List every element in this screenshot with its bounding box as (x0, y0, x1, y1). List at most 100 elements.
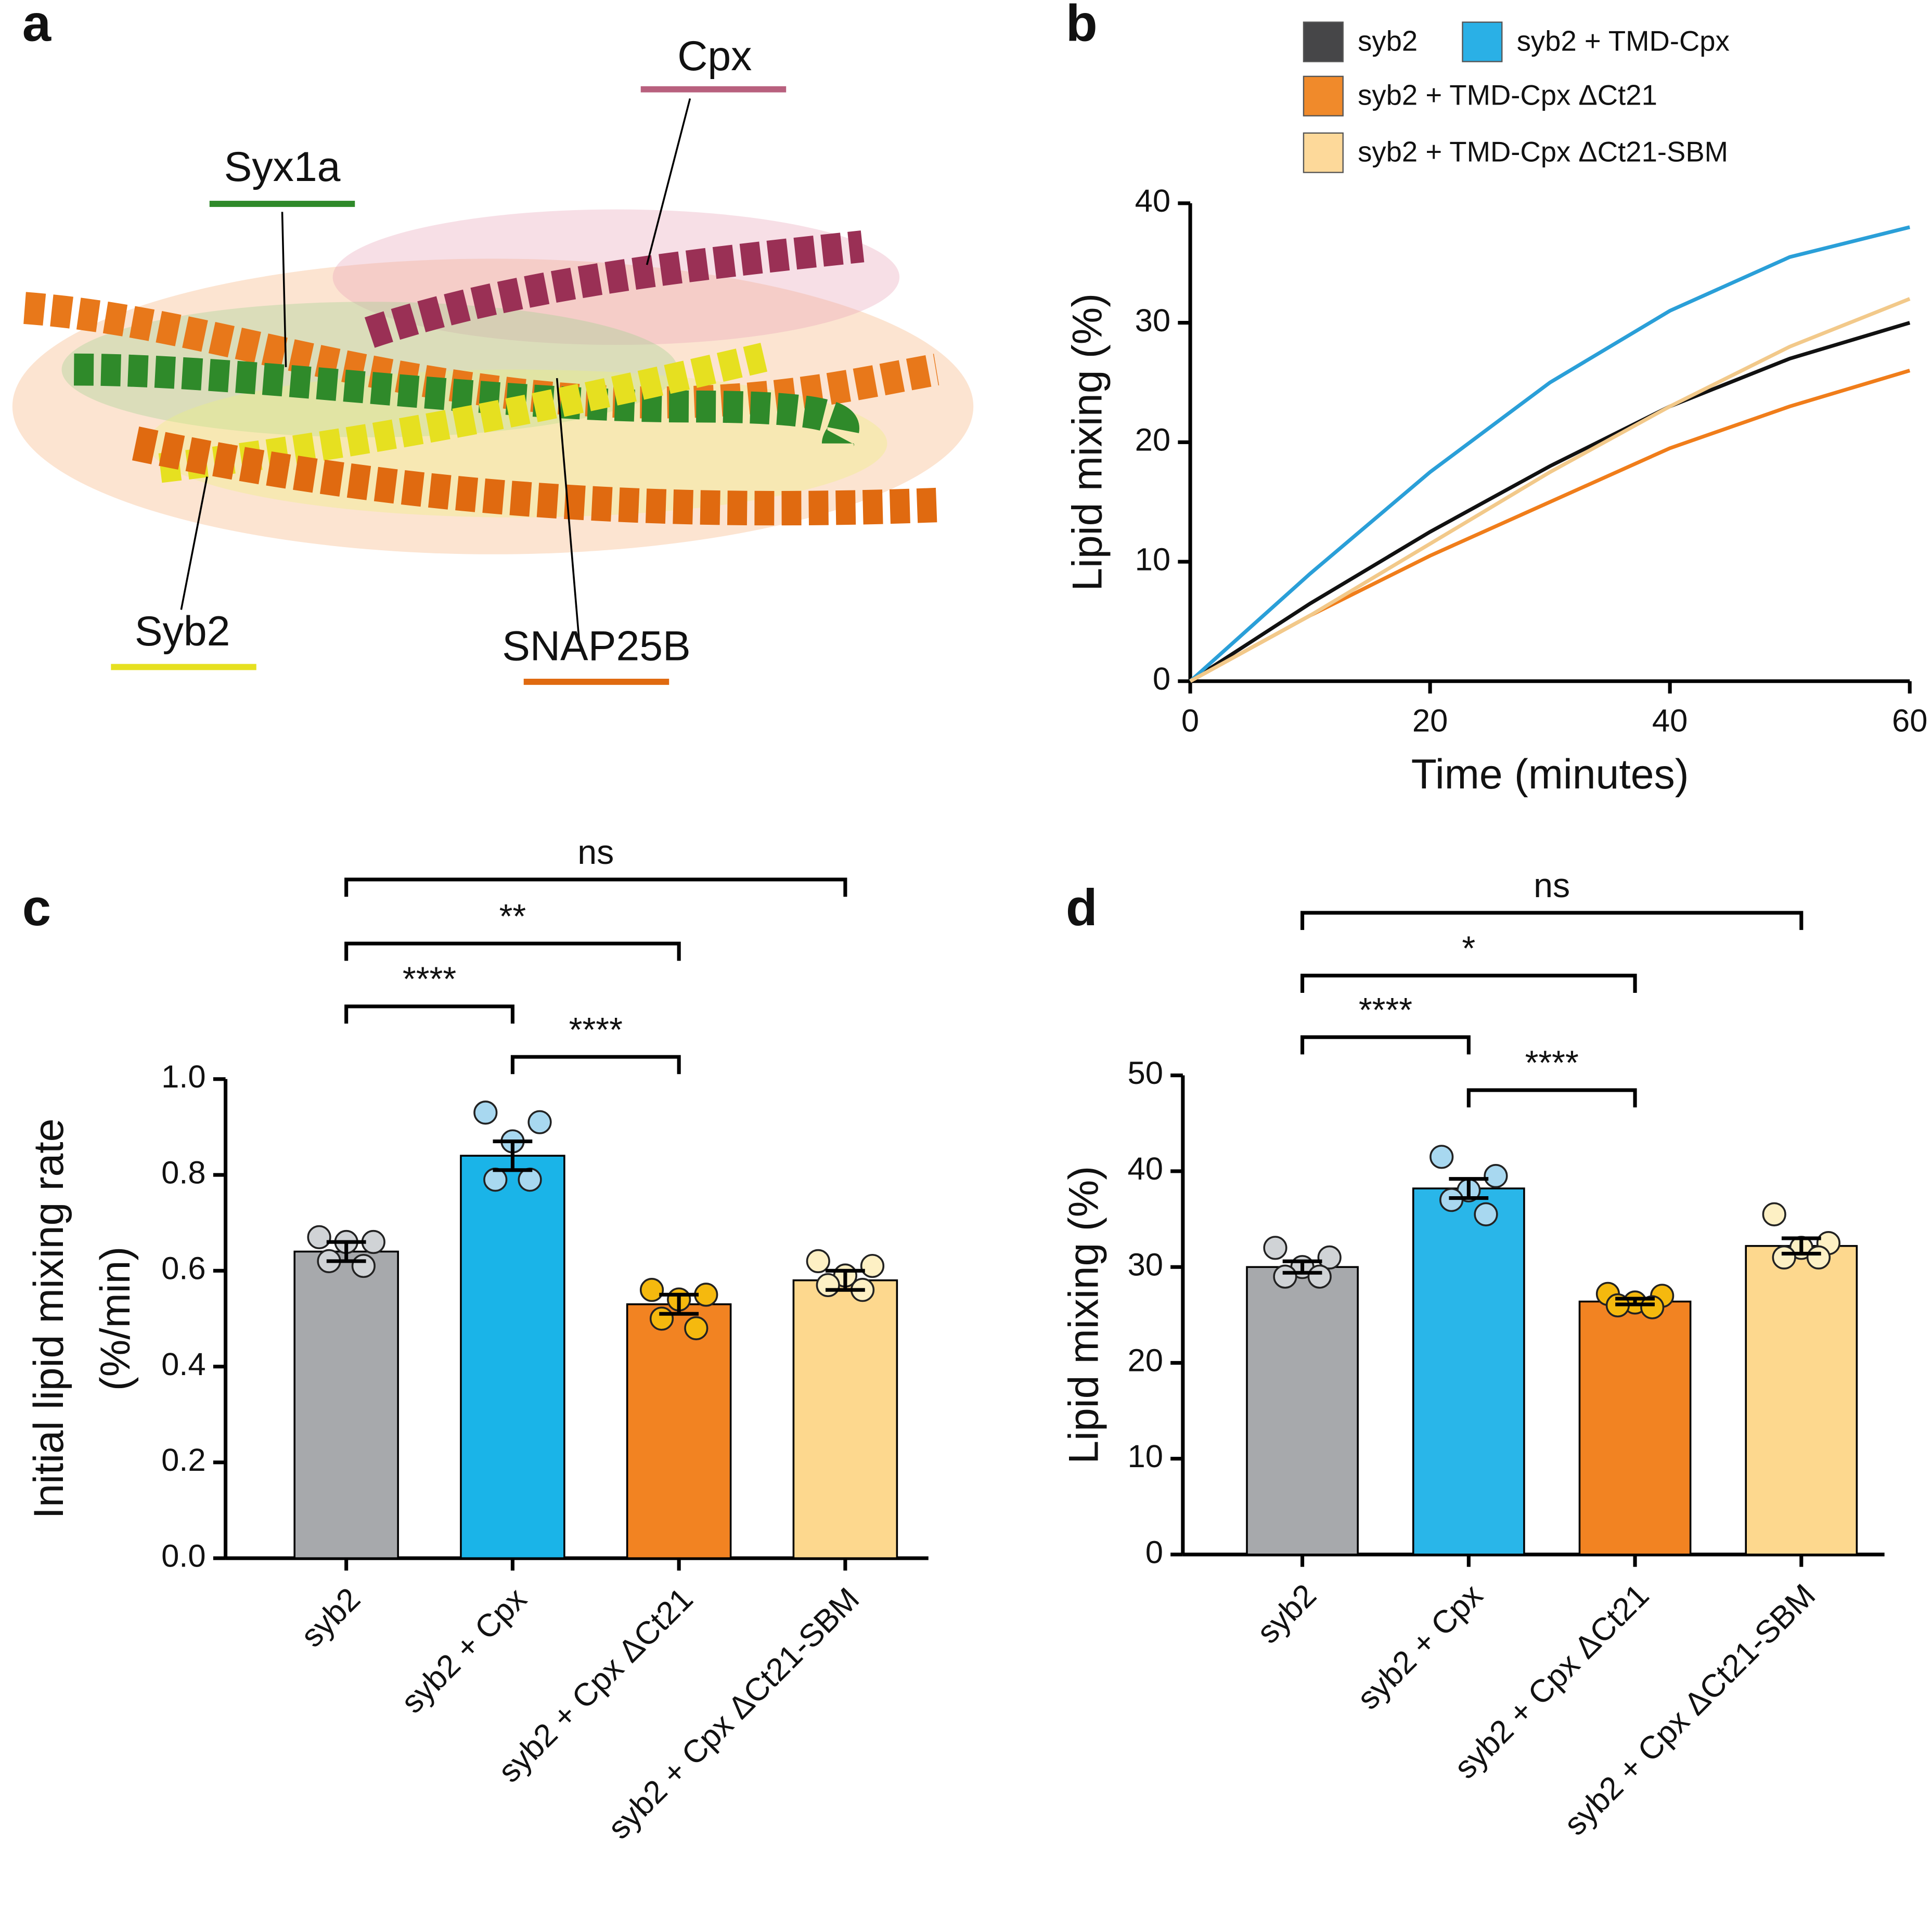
data-point (351, 1253, 376, 1278)
y-tick-label: 0.2 (161, 1442, 206, 1478)
data-point (527, 1110, 552, 1134)
structure-label: Syx1a (224, 144, 341, 190)
significance-bracket (344, 1004, 514, 1024)
significance-label: * (1462, 929, 1475, 968)
data-point (684, 1316, 709, 1340)
legend-label: syb2 + TMD-Cpx (1517, 25, 1730, 57)
structure-label: SNAP25B (502, 623, 691, 669)
error-bar (659, 1292, 699, 1316)
y-tick-label: 40 (1127, 1151, 1163, 1187)
legend-label: syb2 + TMD-Cpx ΔCt21-SBM (1358, 136, 1728, 167)
data-line (1189, 297, 1911, 683)
data-point (473, 1101, 498, 1125)
bar (1246, 1266, 1359, 1556)
error-bar (1449, 1177, 1489, 1200)
data-line (1189, 321, 1911, 683)
panel-label: c (22, 879, 51, 937)
data-point (1317, 1245, 1342, 1270)
significance-label: ns (1534, 866, 1570, 905)
significance-label: ns (577, 833, 614, 872)
legend-label: syb2 + TMD-Cpx ΔCt21 (1358, 79, 1657, 111)
panel-label: b (1066, 0, 1098, 52)
y-tick-label: 40 (1135, 183, 1170, 219)
significance-label: **** (1525, 1044, 1579, 1082)
significance-bracket (1300, 911, 1804, 930)
error-bar (1615, 1297, 1655, 1306)
significance-label: ** (499, 897, 526, 936)
y-axis-label: (%/min) (92, 1247, 139, 1391)
data-point (639, 1278, 664, 1302)
bar (1745, 1245, 1858, 1556)
error-bar (1781, 1236, 1821, 1255)
data-point (1474, 1202, 1498, 1226)
legend-swatch (1303, 75, 1344, 116)
x-tick-label: syb2 + Cpx (394, 1581, 534, 1720)
panel-label: d (1066, 879, 1098, 937)
y-tick-label: 20 (1127, 1343, 1163, 1379)
x-tick-label: 20 (1412, 703, 1448, 739)
y-axis-label: Lipid mixing (%) (1064, 293, 1111, 591)
data-point (1439, 1188, 1464, 1212)
y-tick-label: 30 (1135, 303, 1170, 339)
significance-bracket (1300, 974, 1637, 993)
panel-label: a (22, 0, 51, 52)
x-tick-label: 0 (1181, 703, 1199, 739)
data-point (860, 1253, 885, 1278)
significance-label: **** (1359, 991, 1412, 1029)
bar (1412, 1187, 1525, 1556)
data-point (1772, 1245, 1796, 1270)
data-point (806, 1249, 830, 1273)
data-point (1806, 1245, 1831, 1270)
y-tick-label: 20 (1135, 422, 1170, 458)
significance-bracket (344, 941, 681, 961)
legend-swatch (1303, 132, 1344, 173)
y-tick-label: 10 (1135, 541, 1170, 577)
x-tick-label: syb2 (1250, 1577, 1323, 1651)
y-tick-label: 50 (1127, 1055, 1163, 1091)
y-tick-label: 0.0 (161, 1538, 206, 1574)
y-tick-label: 0.8 (161, 1155, 206, 1190)
legend-swatch (1462, 21, 1503, 62)
y-tick-label: 0 (1145, 1534, 1163, 1570)
x-tick-label: 60 (1892, 703, 1927, 739)
y-tick-label: 10 (1127, 1439, 1163, 1474)
y-tick-label: 0 (1153, 661, 1170, 697)
data-point (649, 1306, 674, 1331)
structure-label: Cpx (677, 33, 752, 80)
data-line (1189, 225, 1911, 683)
structure-label: Syb2 (135, 608, 230, 655)
significance-bracket (1300, 1035, 1471, 1055)
data-point (816, 1273, 840, 1298)
y-axis-label: Initial lipid mixing rate (25, 1119, 72, 1519)
y-tick-label: 0.6 (161, 1251, 206, 1287)
data-line (1189, 369, 1911, 683)
significance-bracket (510, 1055, 681, 1074)
data-point (307, 1225, 331, 1249)
bar (293, 1250, 399, 1559)
y-axis-label: Lipid mixing (%) (1060, 1166, 1107, 1464)
error-bar (493, 1139, 533, 1172)
data-point (1307, 1264, 1332, 1289)
protein-structure (12, 86, 974, 685)
x-axis-label: Time (minutes) (1411, 751, 1689, 798)
bar (1578, 1300, 1692, 1556)
x-tick-label: 40 (1652, 703, 1688, 739)
significance-bracket (344, 877, 847, 897)
bar (626, 1303, 732, 1559)
legend-label: syb2 (1358, 25, 1418, 57)
error-bar (825, 1268, 865, 1292)
bar (460, 1155, 565, 1559)
legend-swatch (1303, 21, 1344, 62)
data-point (1429, 1145, 1454, 1169)
bar (792, 1279, 898, 1559)
x-tick-label: syb2 + Cpx (1350, 1577, 1490, 1717)
error-bar (1282, 1259, 1322, 1275)
y-tick-label: 30 (1127, 1247, 1163, 1283)
data-point (1762, 1202, 1786, 1226)
significance-bracket (1466, 1088, 1637, 1108)
y-tick-label: 0.4 (161, 1347, 206, 1382)
data-point (1263, 1236, 1287, 1260)
significance-label: **** (569, 1011, 623, 1049)
